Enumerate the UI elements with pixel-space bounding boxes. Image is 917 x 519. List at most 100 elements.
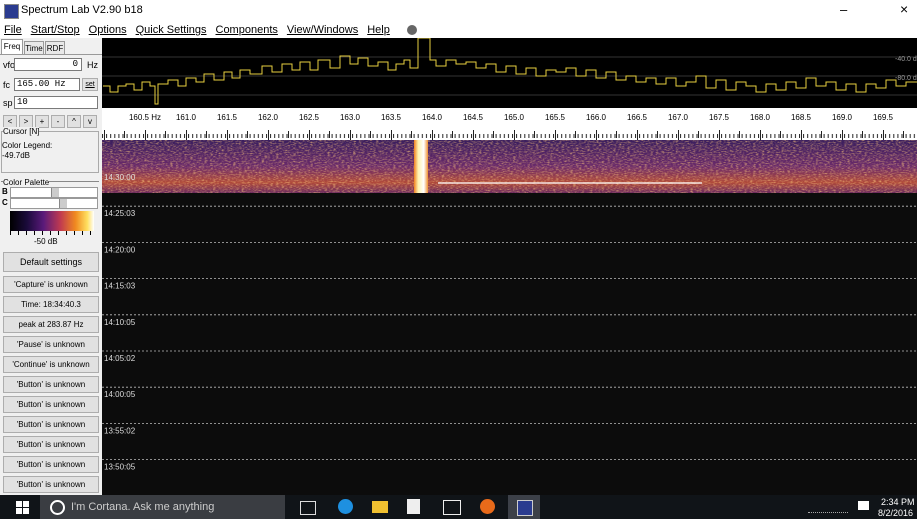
nav-button[interactable]: - bbox=[51, 115, 65, 128]
frequency-label: 169.5 bbox=[873, 113, 894, 122]
menu-item[interactable]: Options bbox=[89, 24, 127, 36]
menu-item[interactable]: Components bbox=[216, 24, 278, 36]
panel-button[interactable]: 'Button' is unknown bbox=[3, 456, 99, 473]
clock-time: 2:34 PM bbox=[881, 497, 915, 507]
set-button[interactable]: set bbox=[82, 78, 98, 91]
panel-button[interactable]: 'Button' is unknown bbox=[3, 476, 99, 493]
fc-label: fc bbox=[3, 80, 10, 90]
search-text: I'm Cortana. Ask me anything bbox=[71, 501, 214, 513]
menu-item[interactable]: Help bbox=[367, 24, 390, 36]
cursor-title: Cursor [N] bbox=[3, 127, 39, 136]
time-label: 14:00:05 bbox=[104, 390, 136, 399]
color-legend-label: Color Legend: bbox=[2, 141, 52, 150]
time-label: 14:25:03 bbox=[104, 209, 136, 218]
clock-date: 8/2/2016 bbox=[878, 508, 913, 518]
contrast-label: C bbox=[2, 198, 8, 207]
nav-button[interactable]: ^ bbox=[67, 115, 81, 128]
tab[interactable]: RDF bbox=[45, 41, 65, 54]
status-dot bbox=[407, 25, 417, 35]
time-label: 13:55:02 bbox=[104, 426, 136, 435]
tab[interactable]: Freq bbox=[1, 39, 23, 54]
color-legend-value: -49.7dB bbox=[2, 151, 30, 160]
frequency-label: 167.5 bbox=[709, 113, 730, 122]
frequency-label: 161.5 bbox=[217, 113, 238, 122]
minimize-button[interactable]: – bbox=[840, 2, 847, 17]
frequency-label: 161.0 bbox=[176, 113, 197, 122]
time-label: 14:30:00 bbox=[104, 173, 136, 182]
palette-ticks bbox=[10, 231, 94, 235]
frequency-label: 163.0 bbox=[340, 113, 361, 122]
frequency-label: 163.5 bbox=[381, 113, 402, 122]
vfo-input[interactable]: 0 bbox=[14, 58, 82, 71]
level-label: -40.0 d bbox=[895, 56, 917, 63]
notification-icon[interactable] bbox=[858, 501, 869, 510]
menu-item[interactable]: Quick Settings bbox=[136, 24, 207, 36]
search-box[interactable]: I'm Cortana. Ask me anything bbox=[40, 495, 285, 519]
time-label: 14:05:02 bbox=[104, 354, 136, 363]
app-window: Spectrum Lab V2.90 b18 – × File Start/Sto… bbox=[0, 0, 917, 519]
fc-input[interactable]: 165.00 Hz bbox=[14, 78, 80, 91]
app-icon bbox=[4, 4, 19, 19]
firefox-icon[interactable] bbox=[480, 499, 495, 514]
waterfall-noise bbox=[102, 140, 917, 193]
nav-button[interactable]: v bbox=[83, 115, 97, 128]
palette-title: Color Palette bbox=[3, 178, 49, 187]
cortana-icon bbox=[50, 500, 65, 515]
time-label: 13:50:05 bbox=[104, 463, 136, 472]
tray-icons bbox=[808, 502, 848, 513]
sp-input[interactable]: 10 bbox=[14, 96, 98, 109]
spectrum-lab-task[interactable] bbox=[508, 495, 540, 519]
contrast-slider[interactable] bbox=[10, 198, 98, 209]
brightness-label: B bbox=[2, 187, 8, 196]
start-button[interactable] bbox=[16, 501, 29, 514]
vfo-unit: Hz bbox=[87, 60, 98, 70]
time-label: 14:10:05 bbox=[104, 318, 136, 327]
panel-button[interactable]: 'Button' is unknown bbox=[3, 416, 99, 433]
major-ticks bbox=[102, 130, 917, 140]
menu-item[interactable]: File bbox=[4, 24, 22, 36]
panel-button[interactable]: 'Capture' is unknown bbox=[3, 276, 99, 293]
frequency-label: 166.5 bbox=[627, 113, 648, 122]
palette-scale-label: -50 dB bbox=[34, 237, 58, 246]
tab[interactable]: Time bbox=[24, 41, 44, 54]
time-label: 14:15:03 bbox=[104, 282, 136, 291]
waterfall-peak bbox=[414, 140, 428, 193]
time-label: 14:20:00 bbox=[104, 245, 136, 254]
explorer-icon[interactable] bbox=[372, 501, 388, 513]
menu-item[interactable]: Start/Stop bbox=[31, 24, 80, 36]
color-palette-bar bbox=[10, 211, 94, 231]
panel-button[interactable]: 'Button' is unknown bbox=[3, 436, 99, 453]
frequency-label: 165.5 bbox=[545, 113, 566, 122]
panel-button[interactable]: 'Button' is unknown bbox=[3, 376, 99, 393]
frequency-label: 164.5 bbox=[463, 113, 484, 122]
panel-button[interactable]: 'Continue' is unknown bbox=[3, 356, 99, 373]
tab-line bbox=[0, 54, 102, 55]
frequency-label: 164.0 bbox=[422, 113, 443, 122]
edge-icon[interactable] bbox=[338, 499, 353, 514]
window-title: Spectrum Lab V2.90 b18 bbox=[21, 4, 143, 16]
frequency-label: 167.0 bbox=[668, 113, 689, 122]
frequency-label: 168.0 bbox=[750, 113, 771, 122]
frequency-label: 165.0 bbox=[504, 113, 525, 122]
level-label: -80.0 d bbox=[895, 75, 917, 82]
store-icon[interactable] bbox=[407, 499, 420, 514]
panel-button[interactable]: peak at 283.87 Hz bbox=[3, 316, 99, 333]
title-bar: Spectrum Lab V2.90 b18 – × bbox=[0, 0, 917, 22]
panel-button[interactable]: 'Pause' is unknown bbox=[3, 336, 99, 353]
menu-bar: File Start/Stop Options Quick Settings Compo… bbox=[0, 22, 917, 38]
sp-label: sp bbox=[3, 98, 13, 108]
task-view[interactable] bbox=[300, 501, 316, 515]
taskbar: I'm Cortana. Ask me anything 2:34 PM 8/2… bbox=[0, 495, 917, 519]
frequency-label: 166.0 bbox=[586, 113, 607, 122]
photos-icon[interactable] bbox=[443, 500, 461, 515]
frequency-label: 162.5 bbox=[299, 113, 320, 122]
menu-item[interactable]: View/Windows bbox=[287, 24, 358, 36]
panel-button[interactable]: Time: 18:34:40.3 bbox=[3, 296, 99, 313]
frequency-label: 160.5 Hz bbox=[129, 113, 161, 122]
close-button[interactable]: × bbox=[900, 1, 908, 17]
default-settings-button[interactable]: Default settings bbox=[3, 252, 99, 272]
brightness-slider[interactable] bbox=[10, 187, 98, 198]
panel-button[interactable]: 'Button' is unknown bbox=[3, 396, 99, 413]
